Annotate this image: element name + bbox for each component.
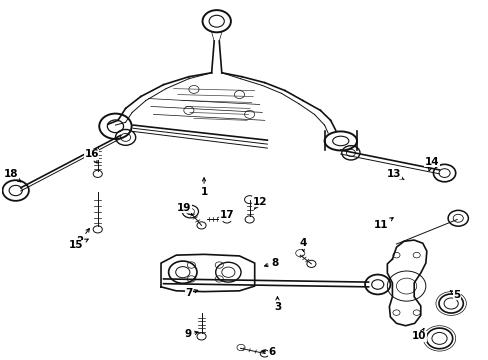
Text: 11: 11 <box>373 217 392 230</box>
Text: 15: 15 <box>69 239 88 250</box>
Text: 17: 17 <box>219 211 234 220</box>
Text: 13: 13 <box>386 169 403 180</box>
Text: 10: 10 <box>411 328 426 341</box>
Text: 14: 14 <box>424 157 438 171</box>
Text: 16: 16 <box>84 149 99 163</box>
Text: 18: 18 <box>3 169 21 182</box>
Text: 3: 3 <box>273 297 281 312</box>
Text: 4: 4 <box>299 238 306 252</box>
Text: 12: 12 <box>252 197 266 210</box>
Text: 19: 19 <box>176 203 192 215</box>
Text: 6: 6 <box>262 347 276 357</box>
Text: 7: 7 <box>185 288 198 298</box>
Text: 1: 1 <box>200 178 207 197</box>
Text: 8: 8 <box>264 258 278 268</box>
Text: 9: 9 <box>184 329 198 339</box>
Text: 5: 5 <box>449 290 460 300</box>
Text: 2: 2 <box>76 229 89 246</box>
